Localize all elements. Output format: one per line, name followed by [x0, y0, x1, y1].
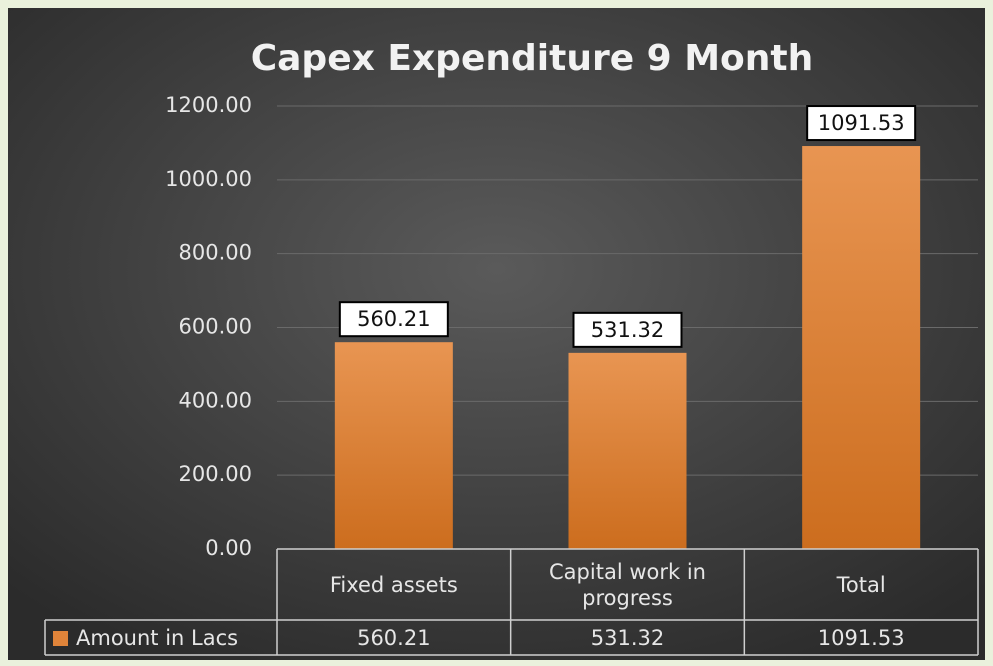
category-label: Fixed assets	[329, 573, 458, 597]
y-tick-label: 400.00	[179, 388, 252, 412]
data-label-box	[572, 311, 683, 348]
y-tick-label: 1000.00	[165, 167, 252, 191]
table-value: 1091.53	[818, 626, 905, 650]
bar	[802, 146, 921, 549]
data-label: 531.32	[591, 318, 664, 342]
y-tick-label: 1200.00	[165, 93, 252, 117]
y-tick-label: 200.00	[179, 462, 252, 486]
table-value: 531.32	[591, 626, 664, 650]
y-tick-label: 600.00	[179, 315, 252, 339]
legend-swatch	[53, 631, 68, 646]
category-label: Capital work in progress	[549, 560, 706, 610]
data-label: 560.21	[357, 307, 430, 331]
bar	[334, 342, 453, 549]
y-tick-label: 800.00	[179, 241, 252, 265]
chart-title: Capex Expenditure 9 Month	[251, 38, 814, 79]
y-tick-label: 0.00	[205, 536, 252, 560]
data-label: 1091.53	[818, 111, 905, 135]
data-label-box	[806, 105, 917, 142]
bar	[568, 352, 687, 549]
table-value: 560.21	[357, 626, 430, 650]
data-label-box	[338, 301, 449, 338]
legend-label: Amount in Lacs	[76, 626, 238, 650]
category-label: Total	[836, 573, 886, 597]
